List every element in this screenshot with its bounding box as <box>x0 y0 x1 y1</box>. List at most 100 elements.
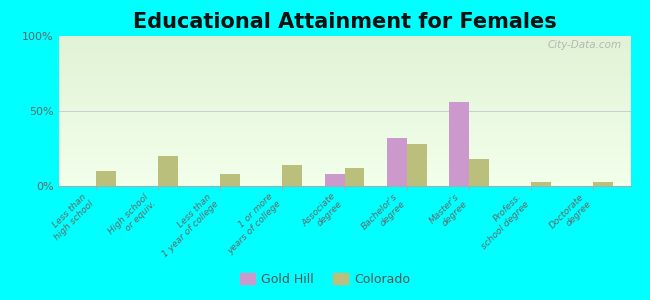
Bar <box>58 80 630 81</box>
Title: Educational Attainment for Females: Educational Attainment for Females <box>133 12 556 32</box>
Bar <box>58 69 630 70</box>
Bar <box>58 100 630 102</box>
Bar <box>58 176 630 177</box>
Bar <box>58 178 630 180</box>
Bar <box>58 98 630 99</box>
Bar <box>58 124 630 126</box>
Bar <box>58 102 630 104</box>
Bar <box>282 165 302 186</box>
Bar <box>58 44 630 45</box>
Bar <box>58 117 630 118</box>
Bar <box>58 164 630 165</box>
Bar <box>58 134 630 135</box>
Bar <box>469 159 489 186</box>
Bar <box>58 118 630 120</box>
Bar <box>158 156 178 186</box>
Bar <box>58 110 630 111</box>
Bar <box>407 144 426 186</box>
Bar <box>58 76 630 78</box>
Text: City-Data.com: City-Data.com <box>548 40 622 50</box>
Bar <box>58 46 630 48</box>
Bar <box>58 36 630 38</box>
Text: Bachelor's
degree: Bachelor's degree <box>360 192 407 239</box>
Bar <box>96 171 116 186</box>
Bar <box>58 160 630 162</box>
Text: High school
or equiv.: High school or equiv. <box>107 192 158 243</box>
Bar <box>58 116 630 117</box>
Bar <box>58 171 630 172</box>
Bar <box>58 52 630 54</box>
Bar <box>58 138 630 140</box>
Bar <box>324 174 345 186</box>
Bar <box>58 120 630 122</box>
Bar <box>58 147 630 148</box>
Bar <box>58 156 630 158</box>
Bar <box>58 126 630 128</box>
Bar <box>58 54 630 56</box>
Bar <box>58 142 630 144</box>
Bar <box>58 108 630 110</box>
Bar <box>58 78 630 80</box>
Bar <box>387 138 407 186</box>
Bar <box>58 85 630 87</box>
Bar <box>58 148 630 150</box>
Bar <box>58 81 630 82</box>
Bar <box>58 128 630 129</box>
Bar <box>58 92 630 93</box>
Bar <box>58 57 630 58</box>
Bar <box>58 123 630 124</box>
Bar <box>58 129 630 130</box>
Bar <box>58 136 630 138</box>
Bar <box>58 63 630 64</box>
Bar <box>344 168 365 186</box>
Bar <box>58 38 630 39</box>
Bar <box>58 74 630 75</box>
Text: Less than
high school: Less than high school <box>46 192 96 242</box>
Bar <box>58 154 630 156</box>
Bar <box>58 180 630 182</box>
Bar <box>58 122 630 123</box>
Bar <box>58 183 630 184</box>
Bar <box>58 96 630 98</box>
Bar <box>58 106 630 108</box>
Bar <box>58 39 630 40</box>
Bar <box>58 146 630 147</box>
Bar <box>58 88 630 90</box>
Text: Associate
degree: Associate degree <box>300 192 344 236</box>
Text: Profess.
school degree: Profess. school degree <box>473 192 531 251</box>
Bar <box>58 50 630 51</box>
Bar <box>58 135 630 136</box>
Bar <box>58 114 630 116</box>
Bar <box>58 169 630 171</box>
Text: 1 or more
years of college: 1 or more years of college <box>218 192 282 256</box>
Bar <box>58 51 630 52</box>
Bar <box>58 132 630 134</box>
Text: Doctorate
degree: Doctorate degree <box>548 192 593 237</box>
Bar <box>58 105 630 106</box>
Bar <box>58 42 630 44</box>
Bar <box>58 103 630 105</box>
Bar <box>58 70 630 72</box>
Bar <box>58 87 630 88</box>
Bar <box>58 177 630 178</box>
Bar <box>58 56 630 57</box>
Bar <box>58 58 630 60</box>
Bar <box>58 152 630 153</box>
Bar <box>58 94 630 96</box>
Text: Less than
1 year of college: Less than 1 year of college <box>153 192 220 259</box>
Bar <box>58 184 630 186</box>
Bar <box>58 75 630 76</box>
Legend: Gold Hill, Colorado: Gold Hill, Colorado <box>235 268 415 291</box>
Bar <box>58 140 630 141</box>
Bar <box>58 84 630 86</box>
Bar <box>58 167 630 168</box>
Bar <box>220 174 240 186</box>
Bar <box>58 174 630 176</box>
Bar <box>58 99 630 100</box>
Bar <box>58 165 630 166</box>
Bar <box>58 159 630 160</box>
Bar <box>449 102 469 186</box>
Bar <box>58 111 630 112</box>
Bar <box>58 141 630 142</box>
Bar <box>531 182 551 186</box>
